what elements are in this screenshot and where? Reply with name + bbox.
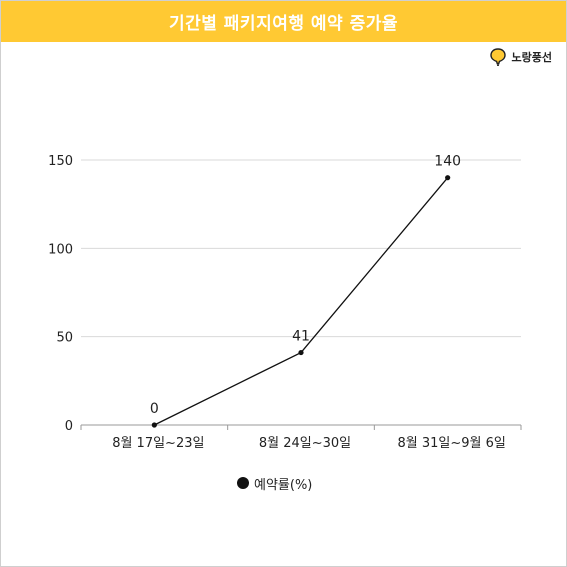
- title-bar: 기간별 패키지여행 예약 증가율: [1, 1, 566, 42]
- data-point: [445, 175, 451, 181]
- data-label: 0: [150, 401, 159, 417]
- data-labels: 0 41 140: [150, 154, 461, 417]
- x-tick-label: 8월 24일~30일: [259, 436, 351, 451]
- brand-logo: 노랑풍선: [488, 46, 552, 68]
- gridlines: [81, 159, 521, 338]
- series: [151, 175, 451, 428]
- y-tick-label: 50: [56, 331, 73, 346]
- x-axis-ticks: 8월 17일~23일 8월 24일~30일 8월 31일~9월 6일: [112, 436, 506, 451]
- series-line: [154, 177, 449, 426]
- y-tick-label: 100: [48, 242, 73, 257]
- data-point: [298, 349, 304, 356]
- data-point: [151, 422, 157, 428]
- x-tick-label: 8월 31일~9월 6일: [397, 436, 505, 451]
- axes: [80, 424, 522, 430]
- data-label: 140: [434, 154, 461, 170]
- y-axis-ticks: 0 50 100 150: [48, 154, 73, 434]
- data-label: 41: [292, 329, 310, 345]
- brand-name: 노랑풍선: [511, 51, 552, 64]
- y-tick-label: 0: [65, 419, 73, 434]
- legend-label: 예약률(%): [254, 477, 313, 493]
- x-tick-label: 8월 17일~23일: [112, 436, 204, 451]
- yellow-balloon-logo-icon: [489, 48, 506, 66]
- legend: 예약률(%): [237, 473, 312, 493]
- y-tick-label: 150: [48, 154, 73, 169]
- legend-swatch-icon: [237, 477, 249, 489]
- chart-title: 기간별 패키지여행 예약 증가율: [168, 14, 399, 34]
